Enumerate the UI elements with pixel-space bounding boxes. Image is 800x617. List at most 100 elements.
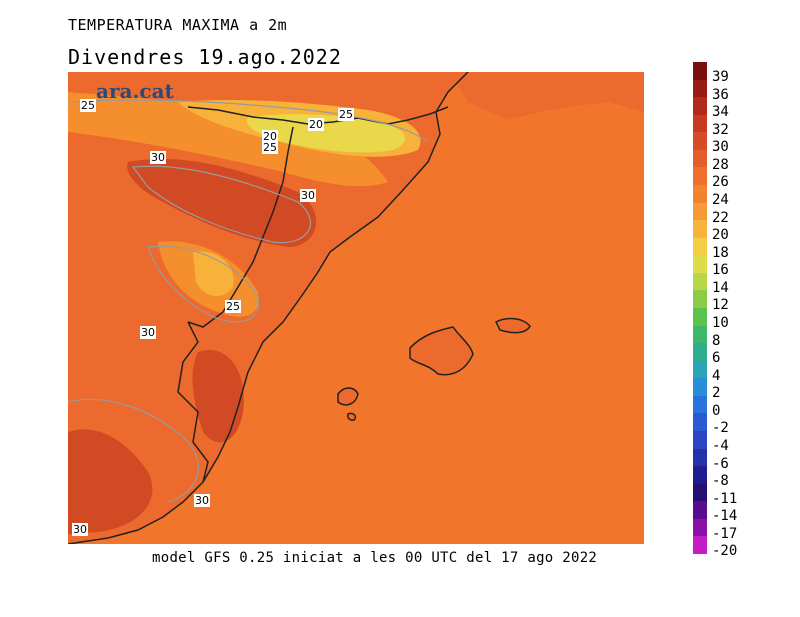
- valencia-border: [177, 321, 209, 483]
- colorbar-segment: [693, 255, 707, 274]
- contour-label: 30: [195, 494, 209, 507]
- contour-label-bg: [72, 523, 88, 536]
- contour-label: 30: [141, 326, 155, 339]
- mild-zone-iberian: [193, 251, 234, 297]
- contour-label-bg: [140, 326, 156, 339]
- colorbar: [693, 62, 707, 555]
- colorbar-segment: [693, 431, 707, 450]
- island-formentera: [347, 412, 357, 421]
- colorbar-segment: [693, 132, 707, 151]
- colorbar-label: -14: [712, 508, 738, 525]
- colorbar-label: -2: [712, 420, 729, 437]
- colorbar-label: 2: [712, 385, 721, 402]
- colorbar-segment: [693, 272, 707, 291]
- contour-line-30-south: [68, 398, 199, 503]
- colorbar-label: 0: [712, 402, 721, 419]
- contour-label: 30: [301, 189, 315, 202]
- colorbar-label: 26: [712, 174, 729, 191]
- colorbar-segment: [693, 237, 707, 256]
- colorbar-label: -6: [712, 455, 729, 472]
- colorbar-segment: [693, 220, 707, 239]
- colorbar-segment: [693, 308, 707, 327]
- colorbar-label: -20: [712, 543, 738, 560]
- colorbar-label: -8: [712, 473, 729, 490]
- contour-label-bg: [194, 494, 210, 507]
- colorbar-label: -17: [712, 525, 738, 542]
- france-spain-border: [187, 106, 449, 125]
- colorbar-segment: [693, 518, 707, 537]
- colorbar-segment: [693, 483, 707, 502]
- map-date: Divendres 19.ago.2022: [68, 45, 342, 69]
- ara-cat-logo: ara.cat: [96, 79, 174, 103]
- colorbar-label: 12: [712, 297, 729, 314]
- catalonia-aragon-border: [187, 126, 294, 328]
- colorbar-label: 30: [712, 139, 729, 156]
- contour-label: 25: [81, 99, 95, 112]
- colorbar-label: 6: [712, 350, 721, 367]
- temperature-map: 25 30 20 25 20 25 30 25 30 30 30: [68, 72, 644, 544]
- contour-label-bg: [262, 141, 278, 154]
- contour-label: 30: [151, 151, 165, 164]
- contour-label-bg: [262, 130, 278, 143]
- colorbar-segment: [693, 378, 707, 397]
- colorbar-label: 34: [712, 104, 729, 121]
- contour-line-30-ebro: [131, 165, 311, 244]
- contour-line-25-north: [68, 99, 429, 143]
- hot-zone-valencia: [192, 350, 244, 443]
- contour-label-bg: [80, 99, 96, 112]
- colorbar-segment: [693, 413, 707, 432]
- colorbar-label: 28: [712, 156, 729, 173]
- contour-label-bg: [338, 108, 354, 121]
- colorbar-segment: [693, 97, 707, 116]
- colorbar-label: 16: [712, 262, 729, 279]
- colorbar-segment: [693, 536, 707, 555]
- colorbar-segment: [693, 202, 707, 221]
- hot-zone-ebro: [127, 158, 317, 247]
- contour-label: 20: [263, 130, 277, 143]
- colorbar-segment: [693, 167, 707, 186]
- colorbar-segment: [693, 343, 707, 362]
- colorbar-label: 20: [712, 227, 729, 244]
- contour-label: 25: [263, 141, 277, 154]
- contour-label: 30: [73, 523, 87, 536]
- island-menorca: [494, 317, 531, 334]
- colorbar-segment: [693, 325, 707, 344]
- colorbar-label: 8: [712, 332, 721, 349]
- contour-label-bg: [308, 118, 324, 131]
- colorbar-label: 22: [712, 209, 729, 226]
- colorbar-segment: [693, 114, 707, 133]
- contour-label-bg: [150, 151, 166, 164]
- colorbar-label: 18: [712, 244, 729, 261]
- colorbar-label: 4: [712, 367, 721, 384]
- contour-label-bg: [300, 189, 316, 202]
- model-info: model GFS 0.25 iniciat a les 00 UTC del …: [152, 550, 598, 566]
- colorbar-label: 32: [712, 121, 729, 138]
- colorbar-segment: [693, 501, 707, 520]
- warm-zone-north: [68, 92, 388, 187]
- colorbar-segment: [693, 79, 707, 98]
- colorbar-label: 39: [712, 69, 729, 85]
- colorbar-label: 36: [712, 86, 729, 103]
- island-mallorca: [409, 326, 474, 376]
- colorbar-label: 14: [712, 279, 729, 296]
- contour-label: 25: [339, 108, 353, 121]
- cool-zone-pyrenees: [247, 114, 405, 153]
- contour-label-bg: [225, 300, 241, 313]
- colorbar-segment: [693, 185, 707, 204]
- colorbar-segment: [693, 448, 707, 467]
- colorbar-segment: [693, 395, 707, 414]
- contour-label: 20: [309, 118, 323, 131]
- contour-label: 25: [226, 300, 240, 313]
- map-title: TEMPERATURA MAXIMA a 2m: [68, 16, 288, 34]
- france-area: [448, 72, 644, 120]
- colorbar-segment: [693, 466, 707, 485]
- island-ibiza: [337, 387, 359, 406]
- coastline: [68, 72, 469, 544]
- colorbar-label: -4: [712, 438, 729, 454]
- contour-line-25-interior: [147, 245, 260, 323]
- colorbar-segment: [693, 360, 707, 379]
- colorbar-label: -11: [712, 490, 738, 507]
- colorbar-segment: [693, 149, 707, 168]
